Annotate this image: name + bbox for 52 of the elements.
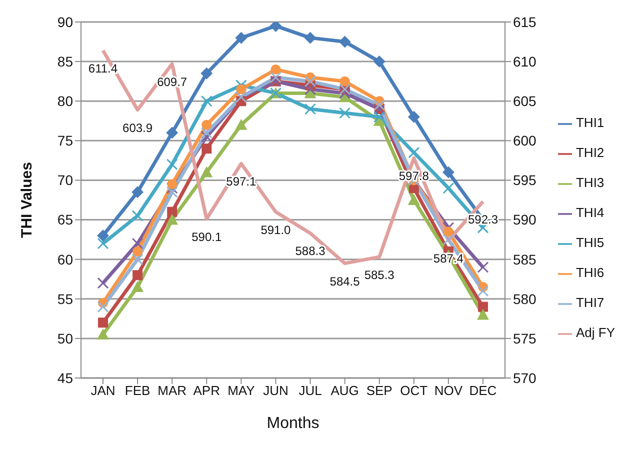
data-label: 611.4 <box>88 61 118 76</box>
legend-label: Adj FY <box>576 325 615 340</box>
y-axis-title: THI Values <box>18 162 36 238</box>
y-tick-label: 85 <box>57 54 74 70</box>
legend-label: THI5 <box>576 235 604 250</box>
legend-label: THI7 <box>576 295 604 310</box>
y2-tick-label: 615 <box>512 14 537 30</box>
legend-label: THI3 <box>576 175 604 190</box>
x-tick-label: DEC <box>469 383 497 398</box>
y2-tick-label: 605 <box>512 93 537 110</box>
y2-tick-label: 590 <box>512 212 537 228</box>
x-tick-label: MAR <box>158 383 187 398</box>
data-label: 590.1 <box>192 230 222 244</box>
x-tick-label: JAN <box>90 383 116 398</box>
data-label: 597.8 <box>398 169 430 184</box>
y2-tick-label: 600 <box>512 132 537 149</box>
y2-tick-label: 570 <box>512 370 537 386</box>
y-tick-label: 80 <box>57 93 74 110</box>
data-label: 584.5 <box>330 274 360 288</box>
data-label: 588.3 <box>295 244 326 258</box>
x-tick-label: FEB <box>124 383 150 398</box>
x-tick-label: SEP <box>366 383 392 398</box>
x-tick-label: JUN <box>263 383 288 398</box>
y2-tick-label: 580 <box>512 290 537 307</box>
legend-label: THI4 <box>576 205 604 220</box>
x-tick-label: NOV <box>434 383 463 398</box>
legend-label: THI6 <box>576 265 604 280</box>
x-tick-label: JUL <box>298 383 322 398</box>
y-tick-label: 55 <box>57 290 74 307</box>
y-tick-label: 65 <box>57 212 74 228</box>
y2-tick-label: 595 <box>512 172 537 188</box>
y2-tick-label: 610 <box>512 54 537 70</box>
data-label: 609.7 <box>157 74 188 89</box>
y-tick-label: 50 <box>57 330 74 346</box>
y-tick-label: 60 <box>57 251 74 268</box>
x-tick-label: OCT <box>400 383 428 398</box>
x-tick-label: AUG <box>330 383 359 398</box>
legend-label: THI2 <box>576 145 604 160</box>
y-tick-label: 75 <box>57 132 74 149</box>
legend-label: THI1 <box>576 115 604 130</box>
y2-tick-label: 585 <box>512 251 537 268</box>
data-label: 603.9 <box>122 120 153 135</box>
x-tick-label: APR <box>193 383 220 398</box>
y-tick-label: 90 <box>57 14 74 30</box>
x-tick-label: MAY <box>228 383 256 398</box>
data-label: 591.0 <box>260 222 292 237</box>
y-tick-label: 45 <box>57 370 74 386</box>
data-label: 597.1 <box>226 174 257 189</box>
data-label: 585.3 <box>364 268 395 282</box>
x-axis-title: Months <box>266 415 320 432</box>
y2-tick-label: 575 <box>512 330 537 346</box>
y-tick-label: 70 <box>57 172 74 188</box>
